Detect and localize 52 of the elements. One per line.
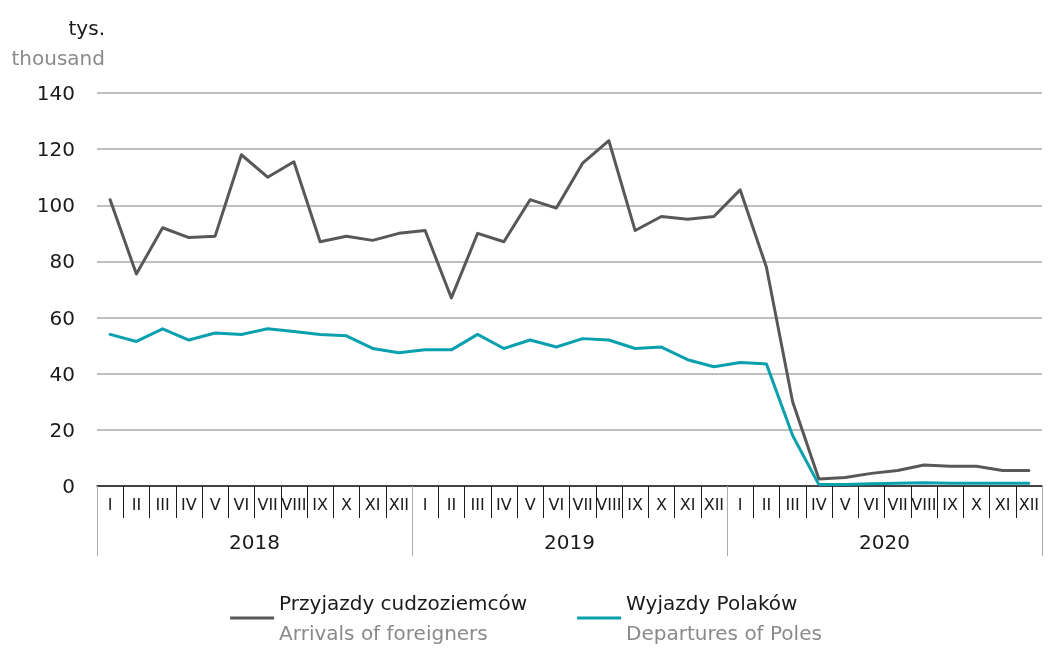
text: 2018 bbox=[229, 530, 280, 554]
y-tick-label: 40 bbox=[49, 361, 75, 386]
y-axis-title: tys. thousand bbox=[11, 16, 105, 70]
x-tick-label: XII bbox=[388, 494, 410, 514]
x-tick-label: I bbox=[422, 494, 428, 514]
y-tick-label: 0 bbox=[62, 474, 75, 498]
x-tick-label: VII bbox=[887, 494, 908, 514]
x-tick-label: V bbox=[209, 494, 221, 514]
legend-label: Wyjazdy Polaków Departures of Poles bbox=[626, 591, 822, 645]
x-tick-label: X bbox=[340, 494, 352, 514]
x-tick-label: VIII bbox=[281, 494, 307, 514]
x-tick-label: VIII bbox=[596, 494, 622, 514]
x-tick-label: X bbox=[970, 494, 982, 514]
line-series bbox=[108, 327, 1031, 487]
legend-label: Przyjazdy cudzoziemców Arrivals of foreigners bbox=[279, 591, 528, 645]
x-tick-label: IV bbox=[496, 494, 512, 514]
x-tick-label: XII bbox=[1018, 494, 1040, 514]
x-tick-label: II bbox=[446, 494, 457, 514]
x-tick-label: V bbox=[839, 494, 851, 514]
x-tick-label: II bbox=[131, 494, 142, 514]
text: 2020 bbox=[859, 530, 910, 554]
y-tick-label: 140 bbox=[36, 81, 75, 105]
x-tick-label: IV bbox=[811, 494, 827, 514]
x-tick-label: XI bbox=[994, 494, 1011, 514]
line-series bbox=[108, 139, 1031, 481]
x-tick-label: XI bbox=[364, 494, 381, 514]
x-tick-label: IX bbox=[942, 494, 958, 514]
x-tick-label: I bbox=[107, 494, 113, 514]
x-tick-label: VII bbox=[257, 494, 278, 514]
x-tick-label: III bbox=[155, 494, 170, 514]
y-tick-label: 100 bbox=[36, 193, 75, 218]
x-tick-label: IX bbox=[312, 494, 328, 514]
y-tick-label: 20 bbox=[49, 417, 75, 442]
x-tick-label: VII bbox=[572, 494, 593, 514]
x-tick-label: XI bbox=[679, 494, 696, 514]
x-tick-label: XII bbox=[703, 494, 725, 514]
x-tick-label: III bbox=[470, 494, 485, 514]
x-tick-label: I bbox=[737, 494, 743, 514]
x-tick-label: IX bbox=[627, 494, 643, 514]
x-tick-label: V bbox=[524, 494, 536, 514]
x-tick-label: II bbox=[761, 494, 772, 514]
y-tick-label: 120 bbox=[36, 137, 75, 162]
x-tick-label: X bbox=[655, 494, 667, 514]
x-tick-label: VI bbox=[548, 494, 565, 514]
x-tick-label: IV bbox=[181, 494, 197, 514]
text: 2019 bbox=[544, 530, 595, 554]
y-tick-label: 60 bbox=[49, 305, 75, 330]
y-tick-label: 80 bbox=[49, 249, 75, 274]
x-tick-label: VI bbox=[863, 494, 880, 514]
x-tick-label: III bbox=[785, 494, 800, 514]
x-tick-label: VIII bbox=[911, 494, 937, 514]
x-tick-label: VI bbox=[233, 494, 250, 514]
